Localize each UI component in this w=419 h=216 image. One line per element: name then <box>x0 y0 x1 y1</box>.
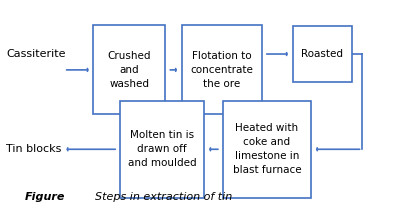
Bar <box>292 26 352 82</box>
Text: Flotation to
concentrate
the ore: Flotation to concentrate the ore <box>190 51 253 89</box>
Text: Heated with
coke and
limestone in
blast furnace: Heated with coke and limestone in blast … <box>233 123 301 175</box>
Bar <box>223 101 311 198</box>
Text: Tin blocks: Tin blocks <box>6 144 62 154</box>
Text: Cassiterite: Cassiterite <box>6 49 66 59</box>
Text: Crushed
and
washed: Crushed and washed <box>108 51 151 89</box>
Text: Molten tin is
drawn off
and moulded: Molten tin is drawn off and moulded <box>128 130 197 168</box>
Text: Steps in extraction of tin: Steps in extraction of tin <box>95 192 232 202</box>
Bar <box>93 25 166 114</box>
Text: Figure: Figure <box>25 192 65 202</box>
Bar <box>182 25 262 114</box>
Text: Roasted: Roasted <box>301 49 344 59</box>
Bar <box>120 101 204 198</box>
